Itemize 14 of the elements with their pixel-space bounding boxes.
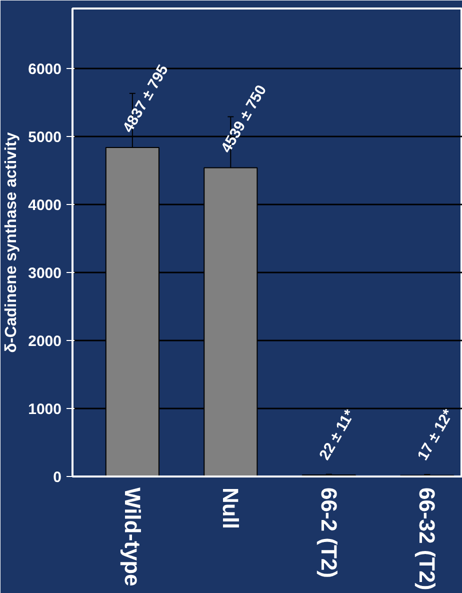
- x-tick-label: 66-2 (T2): [316, 488, 342, 578]
- y-tick-label: 4000: [28, 196, 62, 214]
- y-tick-label: 5000: [28, 128, 62, 146]
- y-tick-label: 1000: [28, 400, 62, 418]
- y-tick-label: 6000: [28, 60, 62, 78]
- data-label: 17 ± 12*: [414, 406, 458, 464]
- y-tick-label: 3000: [28, 264, 62, 282]
- x-tick-label: 66-32 (T2): [414, 488, 440, 590]
- y-axis-title: δ-Cadinene synthase activity: [3, 132, 20, 353]
- y-tick-label: 0: [53, 469, 62, 486]
- x-tick-label: Null: [218, 488, 244, 530]
- data-label: 22 ± 11*: [316, 406, 358, 464]
- y-tick-label: 2000: [28, 332, 62, 350]
- x-tick-label: Wild-type: [120, 488, 145, 586]
